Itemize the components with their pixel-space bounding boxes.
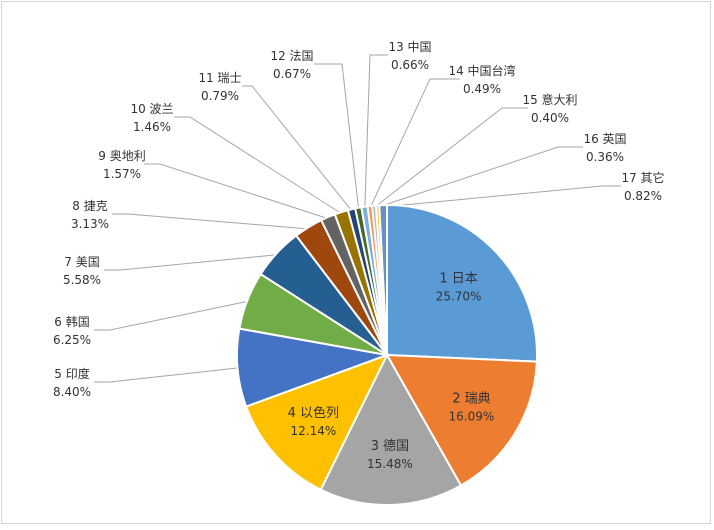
leader-line-17 <box>383 185 621 208</box>
slice-label-2: 2 瑞典 <box>452 392 490 407</box>
pie-slice-1 <box>386 203 538 363</box>
slice-value-3: 15.48% <box>367 457 413 471</box>
slice-value-6: 6.25% <box>53 333 91 347</box>
leader-line-15 <box>373 107 528 208</box>
slice-value-17: 0.82% <box>624 189 662 203</box>
pie-slice-4 <box>244 353 389 491</box>
slice-label-13: 13 中国 <box>388 39 431 54</box>
leader-line-16 <box>377 146 583 208</box>
slice-value-2: 16.09% <box>449 410 495 424</box>
slice-label-6: 6 韩国 <box>54 314 89 329</box>
slice-value-7: 5.58% <box>63 273 101 287</box>
leader-line-5 <box>94 367 240 383</box>
pie-slice-17 <box>378 203 388 356</box>
slice-value-11: 0.79% <box>201 89 239 103</box>
leader-line-13 <box>364 54 388 209</box>
pie-slice-3 <box>319 352 463 507</box>
leader-line-12 <box>314 63 360 210</box>
slice-labels: 1 日本 25.70% 2 瑞典 16.09% 3 德国 15.48% 4 以色列 12.14… <box>53 39 665 471</box>
slice-value-13: 0.66% <box>391 58 429 72</box>
slice-label-9: 9 奥地利 <box>98 149 145 163</box>
pie-slice-2 <box>385 353 538 487</box>
slice-value-10: 1.46% <box>133 120 171 134</box>
slice-value-16: 0.36% <box>586 150 624 164</box>
slice-label-17: 17 其它 <box>621 170 664 185</box>
slice-label-15: 15 意大利 <box>522 92 577 107</box>
slice-label-7: 7 美国 <box>64 255 99 269</box>
leader-lines <box>94 54 621 383</box>
slice-label-3: 3 德国 <box>371 439 409 454</box>
slice-value-8: 3.13% <box>71 217 109 231</box>
slice-label-16: 16 英国 <box>583 132 626 146</box>
slice-value-14: 0.49% <box>463 82 501 96</box>
slice-value-1: 25.70% <box>436 290 482 304</box>
slice-value-5: 8.40% <box>53 385 91 399</box>
leader-line-7 <box>104 254 279 271</box>
slice-label-4: 4 以色列 <box>288 405 339 421</box>
slice-value-15: 0.40% <box>531 111 569 125</box>
slice-label-14: 14 中国台湾 <box>448 63 515 78</box>
slice-label-5: 5 印度 <box>54 366 89 381</box>
slice-label-12: 12 法国 <box>270 49 313 63</box>
leader-line-11 <box>242 85 353 212</box>
slice-label-11: 11 瑞士 <box>198 71 241 85</box>
slice-value-4: 12.14% <box>290 424 336 438</box>
leader-line-14 <box>369 78 460 209</box>
pie-slices <box>236 203 538 507</box>
slice-value-12: 0.67% <box>273 67 311 81</box>
slice-label-10: 10 波兰 <box>130 102 173 116</box>
leader-line-9 <box>144 163 329 220</box>
slice-label-8: 8 捷克 <box>72 199 107 213</box>
leader-line-6 <box>94 300 250 331</box>
slice-label-1: 1 日本 <box>439 272 477 287</box>
leader-line-8 <box>112 213 310 230</box>
leader-line-10 <box>174 116 343 215</box>
slice-value-9: 1.57% <box>103 167 141 181</box>
